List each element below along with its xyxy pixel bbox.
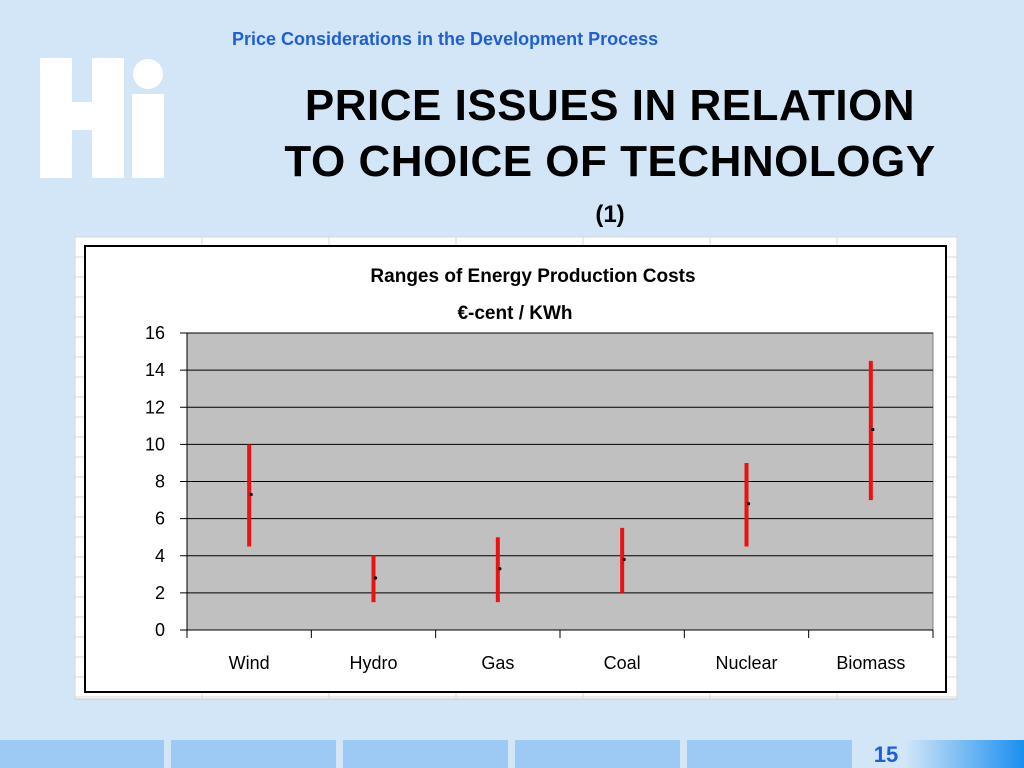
slide-header: Price Considerations in the Development … — [232, 29, 659, 49]
midpoint-coal — [622, 557, 626, 562]
y-tick-label: 0 — [155, 620, 165, 640]
logo-i-stem — [132, 94, 164, 178]
slide-title: PRICE ISSUES IN RELATION TO CHOICE OF TE… — [220, 78, 1000, 190]
x-tick-label: Gas — [481, 653, 514, 673]
y-tick-label: 8 — [155, 472, 165, 492]
y-tick-label: 14 — [145, 360, 165, 380]
midpoint-nuclear — [746, 502, 751, 506]
midpoint-gas — [498, 567, 502, 571]
range-bars — [247, 360, 875, 603]
y-tick-label: 12 — [145, 397, 165, 417]
title-line-2: TO CHOICE OF TECHNOLOGY — [284, 137, 936, 186]
chart-title: Ranges of Energy Production Costs — [370, 266, 695, 287]
footer-bar — [0, 740, 1024, 768]
chart-subtitle: €-cent / KWh — [457, 303, 572, 324]
title-line-1: PRICE ISSUES IN RELATION — [304, 81, 916, 130]
footer-block-4 — [515, 740, 680, 768]
footer-block-5 — [687, 740, 852, 768]
page-number: 15 — [873, 742, 899, 767]
x-tick-label: Hydro — [349, 653, 397, 673]
midpoint-hydro — [373, 576, 378, 580]
midpoint-biomass — [871, 427, 875, 432]
y-tick-label: 2 — [155, 583, 165, 603]
y-tick-label: 16 — [145, 323, 165, 343]
gridlines — [187, 332, 933, 594]
y-axis-tick-labels: 0 2 4 6 8 10 12 14 16 — [145, 323, 165, 640]
x-tick-label: Nuclear — [715, 653, 777, 673]
midpoint-wind — [249, 492, 253, 497]
footer-block-3 — [343, 740, 508, 768]
footer-block-1 — [0, 740, 164, 768]
logo-i-dot — [133, 59, 163, 89]
hi-logo — [40, 58, 164, 178]
logo-h-crossbar — [40, 102, 124, 130]
y-tick-label: 6 — [155, 509, 165, 529]
x-tick-label: Wind — [229, 653, 270, 673]
footer-block-2 — [171, 740, 336, 768]
y-tick-label: 4 — [155, 546, 165, 566]
x-tick-label: Coal — [604, 653, 641, 673]
x-axis-tick-labels: Wind Hydro Gas Coal Nuclear Biomass — [229, 653, 906, 673]
axes — [180, 332, 934, 638]
footer-gradient-block — [905, 740, 1024, 768]
y-tick-label: 10 — [145, 434, 165, 454]
x-tick-label: Biomass — [836, 653, 905, 673]
slide-subtitle: (1) — [595, 201, 625, 228]
